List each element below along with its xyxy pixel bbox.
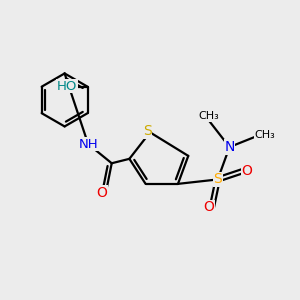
Text: HO: HO [57,80,77,93]
Text: N: N [224,140,235,154]
Text: CH₃: CH₃ [199,111,219,121]
Text: NH: NH [78,138,98,151]
Text: O: O [203,200,214,214]
Text: CH₃: CH₃ [254,130,275,140]
Text: O: O [96,186,107,200]
Text: S: S [213,172,222,186]
Text: S: S [143,124,152,138]
Text: O: O [242,164,253,178]
